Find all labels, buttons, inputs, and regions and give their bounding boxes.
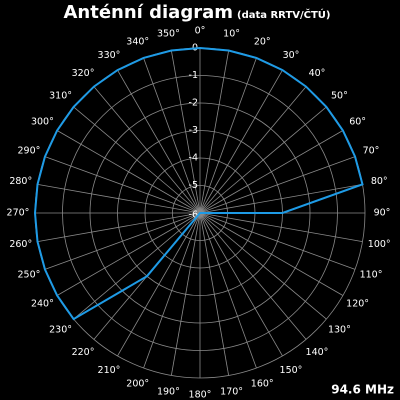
- angle-tick-label: 170°: [220, 387, 243, 398]
- radial-tick-label: -3: [189, 125, 198, 136]
- chart-subtitle: (data RRTV/ČTÚ): [237, 8, 331, 21]
- angle-tick-label: 160°: [251, 379, 274, 390]
- angle-tick-label: 50°: [331, 91, 348, 102]
- chart-title: Anténní diagram: [64, 2, 234, 23]
- angle-tick-label: 230°: [49, 324, 72, 335]
- angle-tick-label: 10°: [223, 28, 240, 39]
- angle-tick-label: 180°: [189, 390, 212, 400]
- angle-tick-label: 110°: [360, 270, 383, 281]
- angle-tick-label: 20°: [254, 36, 271, 47]
- angle-tick-label: 210°: [98, 365, 121, 376]
- angle-tick-label: 300°: [31, 117, 54, 128]
- angle-tick-label: 250°: [18, 270, 41, 281]
- angle-tick-label: 200°: [126, 379, 149, 390]
- angle-tick-label: 30°: [283, 50, 300, 61]
- angle-tick-label: 290°: [18, 145, 41, 156]
- angle-tick-label: 140°: [306, 347, 329, 358]
- angle-tick-label: 60°: [349, 117, 366, 128]
- angle-tick-label: 260°: [9, 239, 32, 250]
- radial-tick-label: -4: [189, 153, 198, 164]
- angle-tick-label: 190°: [157, 387, 180, 398]
- angle-tick-label: 130°: [328, 324, 351, 335]
- radial-tick-label: -2: [189, 98, 198, 109]
- angle-tick-label: 320°: [72, 68, 95, 79]
- angle-tick-label: 0°: [195, 26, 206, 37]
- angle-tick-label: 350°: [157, 28, 180, 39]
- radial-tick-label: -6: [189, 210, 198, 221]
- angle-tick-label: 340°: [126, 36, 149, 47]
- angle-tick-label: 220°: [72, 347, 95, 358]
- frequency-label: 94.6 MHz: [331, 383, 394, 397]
- radial-tick-label: -1: [189, 70, 198, 81]
- angle-tick-label: 120°: [346, 299, 369, 310]
- angle-tick-label: 150°: [280, 365, 303, 376]
- angle-tick-label: 100°: [368, 239, 391, 250]
- angle-tick-label: 90°: [374, 208, 391, 219]
- angle-tick-label: 240°: [31, 299, 54, 310]
- angle-tick-label: 80°: [371, 176, 388, 187]
- angle-tick-label: 70°: [363, 145, 380, 156]
- ring-grid-line: [62, 75, 338, 351]
- angle-tick-label: 310°: [49, 91, 72, 102]
- angle-tick-label: 330°: [98, 50, 121, 61]
- pattern-line: [33, 46, 364, 321]
- ring-grid-line: [89, 102, 311, 324]
- angle-tick-label: 270°: [7, 208, 30, 219]
- radial-tick-label: -5: [189, 180, 198, 191]
- angle-tick-label: 280°: [9, 176, 32, 187]
- angle-tick-label: 40°: [309, 68, 326, 79]
